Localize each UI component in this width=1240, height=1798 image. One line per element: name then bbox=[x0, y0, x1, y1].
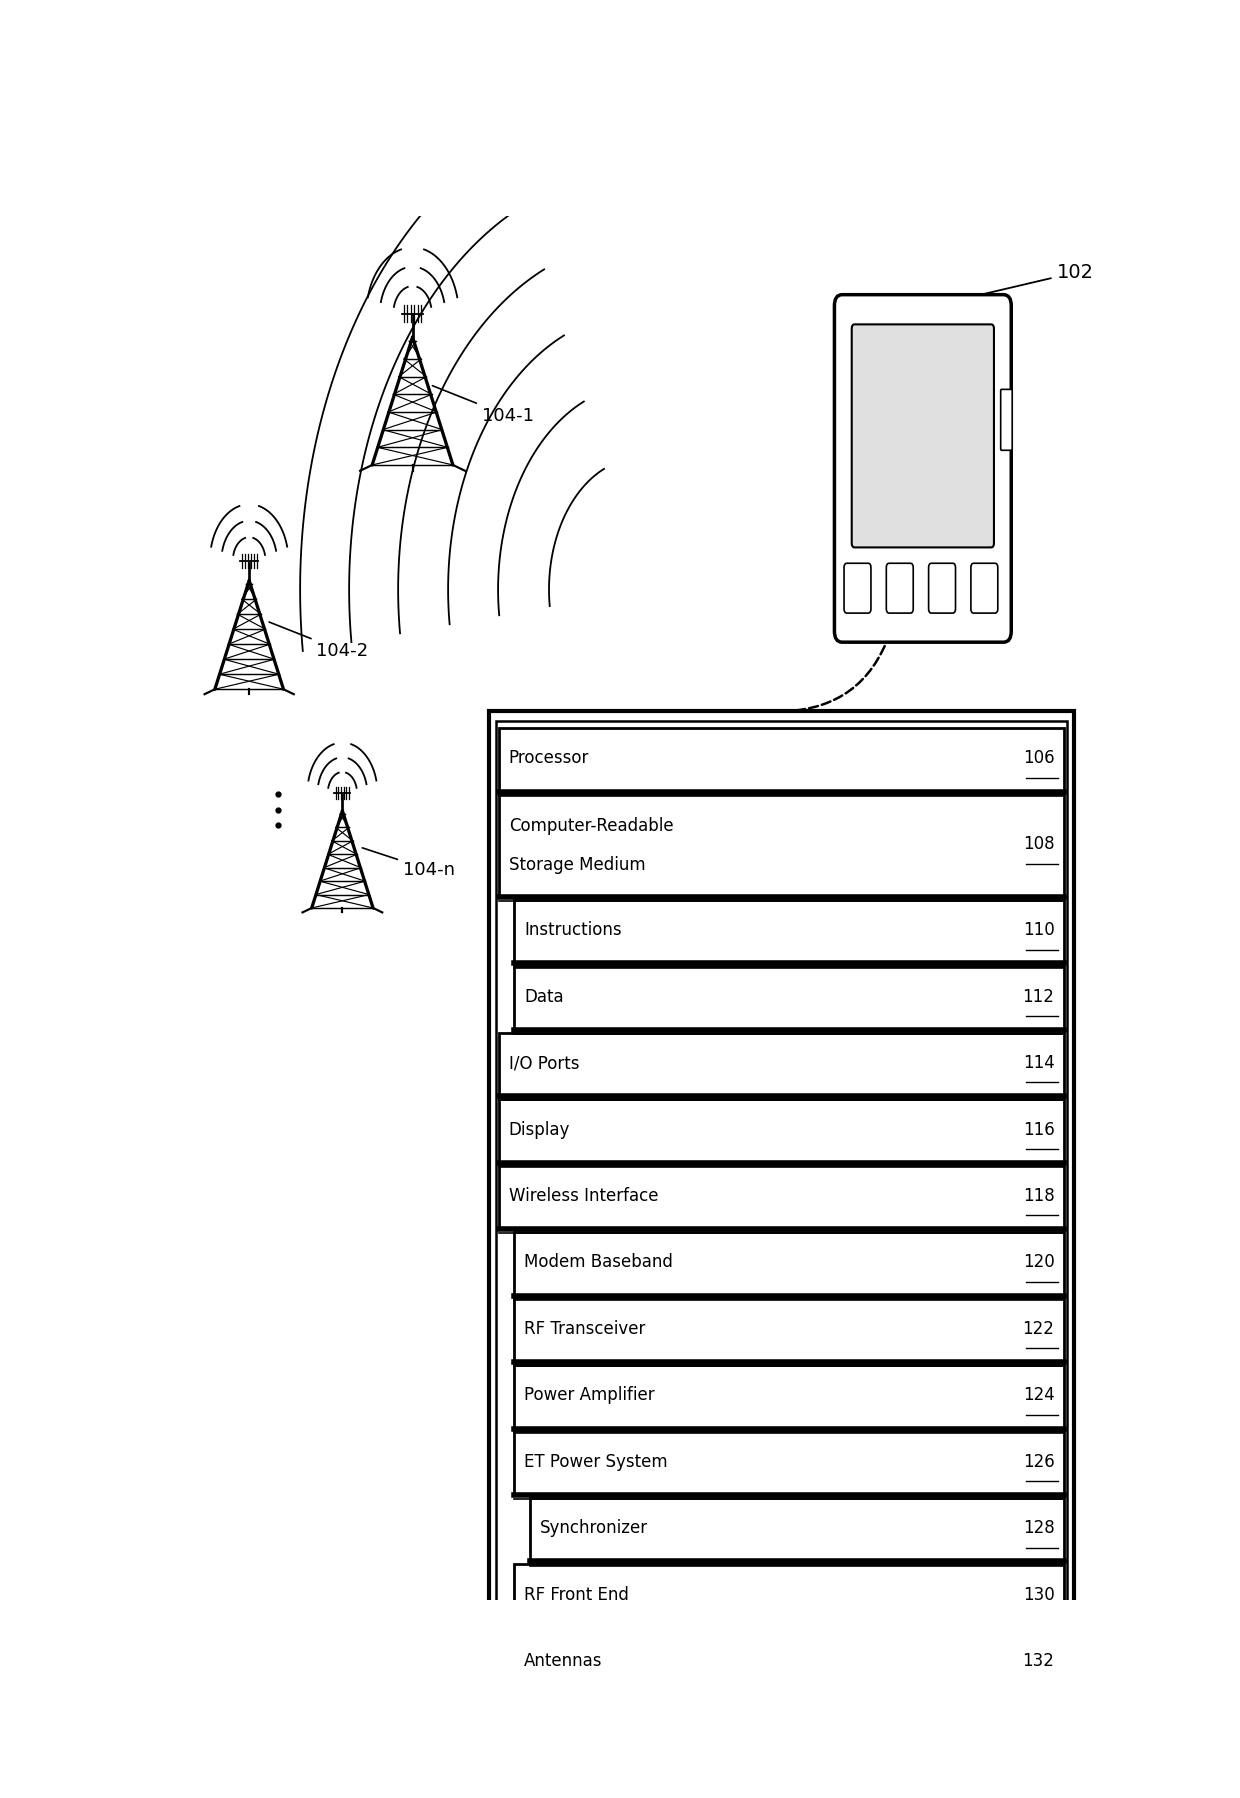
Bar bbox=[515, 899, 1064, 964]
Text: Display: Display bbox=[508, 1120, 570, 1138]
Text: Antennas: Antennas bbox=[525, 1652, 603, 1670]
Text: 122: 122 bbox=[1023, 1320, 1054, 1338]
Text: ET Power System: ET Power System bbox=[525, 1453, 667, 1471]
Bar bbox=[515, 966, 1064, 1030]
Bar bbox=[496, 721, 1066, 1699]
Text: Synchronizer: Synchronizer bbox=[539, 1519, 647, 1537]
FancyBboxPatch shape bbox=[1001, 390, 1012, 450]
Bar bbox=[498, 728, 1064, 791]
Bar bbox=[498, 1032, 1064, 1097]
Bar bbox=[498, 1099, 1064, 1163]
Text: 128: 128 bbox=[1023, 1519, 1054, 1537]
FancyBboxPatch shape bbox=[929, 563, 956, 613]
Text: RF Front End: RF Front End bbox=[525, 1586, 629, 1604]
FancyBboxPatch shape bbox=[852, 324, 994, 547]
Text: 116: 116 bbox=[1023, 1120, 1054, 1138]
Text: Computer-Readable: Computer-Readable bbox=[508, 818, 673, 836]
Text: 120: 120 bbox=[1023, 1253, 1054, 1271]
Text: 124: 124 bbox=[1023, 1386, 1054, 1404]
Text: 126: 126 bbox=[1023, 1453, 1054, 1471]
FancyBboxPatch shape bbox=[887, 563, 913, 613]
Text: Instructions: Instructions bbox=[525, 921, 621, 939]
Text: Data: Data bbox=[525, 987, 564, 1005]
Bar bbox=[515, 1232, 1064, 1296]
Text: 106: 106 bbox=[1023, 750, 1054, 768]
Text: 108: 108 bbox=[1023, 836, 1054, 854]
Bar bbox=[498, 795, 1064, 897]
Bar bbox=[515, 1298, 1064, 1363]
Text: Processor: Processor bbox=[508, 750, 589, 768]
Text: 110: 110 bbox=[1023, 921, 1054, 939]
Bar bbox=[515, 1431, 1064, 1494]
Text: RF Transceiver: RF Transceiver bbox=[525, 1320, 645, 1338]
Text: 118: 118 bbox=[1023, 1187, 1054, 1205]
Text: 130: 130 bbox=[1023, 1586, 1054, 1604]
Text: 100: 100 bbox=[973, 306, 1011, 338]
FancyBboxPatch shape bbox=[835, 295, 1012, 642]
Text: Wireless Interface: Wireless Interface bbox=[508, 1187, 658, 1205]
Text: Storage Medium: Storage Medium bbox=[508, 856, 645, 874]
Text: FIG. 1: FIG. 1 bbox=[575, 1518, 696, 1555]
Text: 104-n: 104-n bbox=[362, 849, 455, 879]
Text: Power Amplifier: Power Amplifier bbox=[525, 1386, 655, 1404]
Bar bbox=[515, 1564, 1064, 1627]
Text: Modem Baseband: Modem Baseband bbox=[525, 1253, 673, 1271]
Bar bbox=[529, 1498, 1064, 1561]
Text: 114: 114 bbox=[1023, 1054, 1054, 1072]
Bar bbox=[498, 1165, 1064, 1230]
FancyBboxPatch shape bbox=[844, 563, 870, 613]
Text: 104-2: 104-2 bbox=[269, 622, 368, 660]
Text: 112: 112 bbox=[1023, 987, 1054, 1005]
Bar bbox=[515, 1631, 1064, 1694]
Text: 104-1: 104-1 bbox=[433, 387, 533, 424]
Bar bbox=[515, 1365, 1064, 1429]
Text: 132: 132 bbox=[1023, 1652, 1054, 1670]
FancyBboxPatch shape bbox=[971, 563, 998, 613]
Text: 102: 102 bbox=[966, 263, 1094, 298]
Text: I/O Ports: I/O Ports bbox=[508, 1054, 579, 1072]
FancyArrowPatch shape bbox=[785, 633, 889, 712]
Bar bbox=[490, 712, 1074, 1708]
